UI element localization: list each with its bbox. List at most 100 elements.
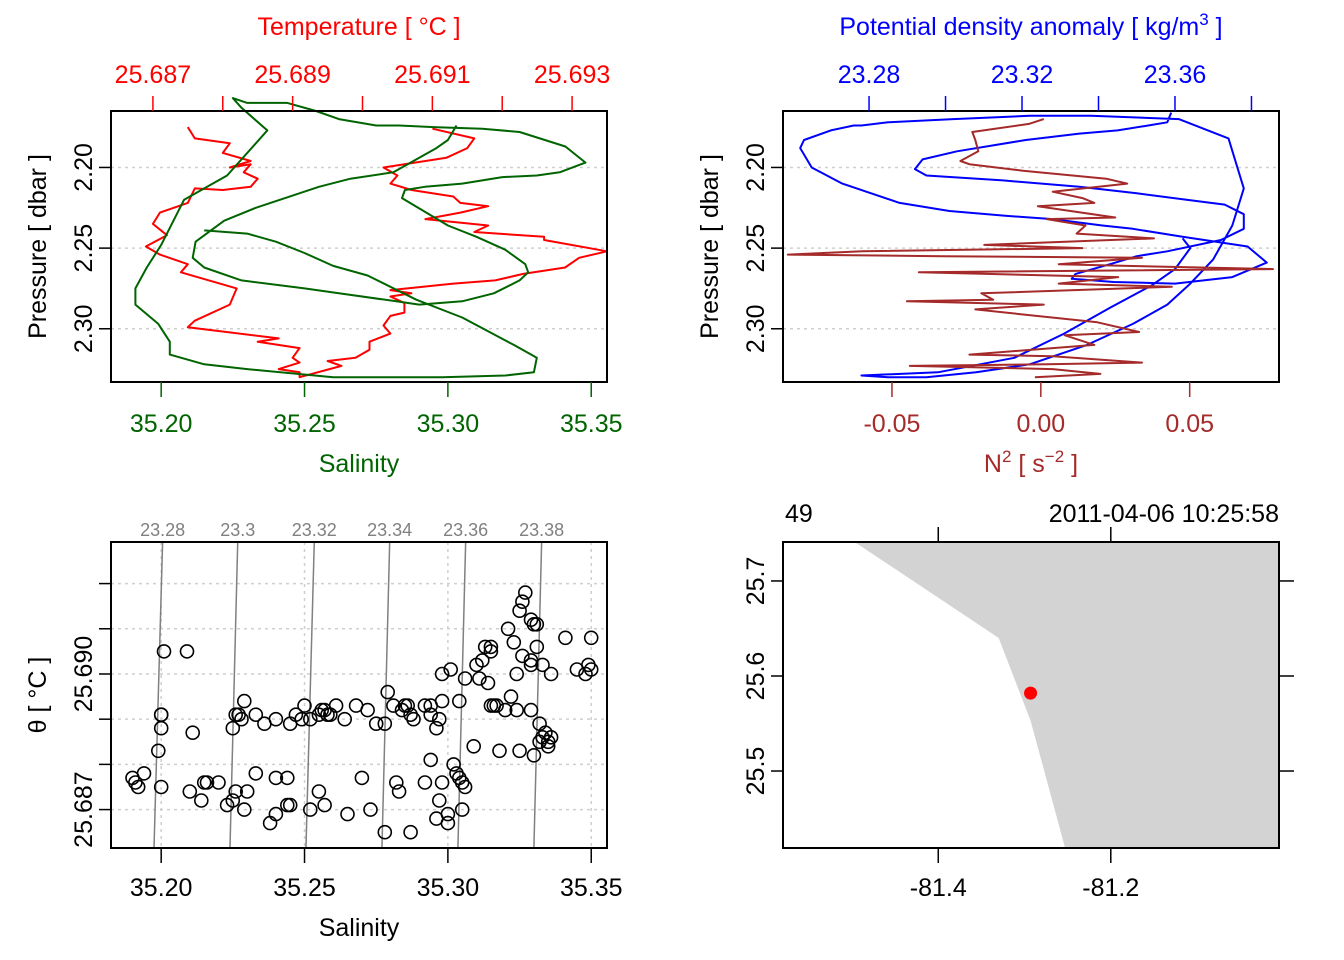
data-point [199, 775, 215, 790]
data-point [388, 775, 404, 790]
panel-density-n2-profile: 2.20 2.25 2.30 Pressure [ dbar ] 23.28 23.32 2… [696, 10, 1280, 478]
top-tick-label: 25.689 [254, 61, 330, 89]
data-point [403, 824, 418, 840]
data-point [483, 644, 499, 659]
data-point [583, 630, 599, 646]
isopycnal-line [229, 541, 239, 849]
station-time-label: 2011-04-06 10:25:58 [1049, 500, 1279, 528]
data-point [282, 797, 298, 813]
data-point [268, 770, 284, 786]
isopycnal-label: 23.34 [367, 520, 412, 540]
data-point [151, 743, 166, 759]
data-point [380, 684, 396, 700]
data-point [153, 720, 169, 736]
data-point [354, 770, 370, 786]
data-point [517, 585, 533, 600]
y-tick-label: 25.7 [742, 557, 770, 606]
data-point [532, 716, 547, 732]
bottom-tick-label: 35.30 [417, 410, 480, 438]
top-axis-label-text: Temperature [ °C ] [257, 13, 460, 41]
bottom-tick-label: 35.35 [560, 410, 623, 438]
y-tick-label: 2.30 [742, 304, 770, 353]
data-point [248, 766, 264, 781]
data-point [237, 802, 252, 817]
y-tick-label: 2.25 [70, 224, 98, 273]
station-number-label: 49 [785, 500, 813, 528]
data-point [194, 793, 209, 808]
data-point [509, 702, 525, 718]
isopycnal-label: 23.3 [220, 520, 255, 540]
top-tick-label: 25.687 [115, 61, 191, 89]
data-point [377, 716, 393, 732]
isopycnal-label: 23.32 [292, 520, 337, 540]
bottom-tick-label: 0.00 [1016, 410, 1065, 438]
data-point [130, 779, 146, 795]
data-point [153, 779, 169, 795]
isopycnal-label: 23.38 [519, 520, 564, 540]
top-tick-label: 23.36 [1144, 61, 1207, 89]
data-point [523, 657, 539, 673]
data-point [386, 698, 401, 713]
data-point [417, 775, 433, 790]
data-point [492, 743, 507, 759]
y-tick-label: 2.30 [70, 304, 98, 353]
top-axis-label-end: ] [1209, 13, 1223, 41]
bottom-axis-label: Salinity [319, 450, 400, 478]
x-tick-label: -81.2 [1082, 874, 1139, 902]
series-line-potential-density-anomaly [799, 112, 1268, 379]
data-point [279, 770, 295, 786]
bottom-axis-label-sup2: −2 [1045, 447, 1064, 466]
data-point [262, 815, 278, 831]
data-point [391, 784, 407, 799]
isopycnal-line [381, 541, 391, 849]
data-point [506, 634, 522, 650]
data-point [434, 693, 450, 709]
y-tick-label: 2.20 [70, 143, 98, 192]
data-point [515, 648, 530, 664]
data-point [526, 747, 542, 763]
data-point [431, 793, 447, 808]
data-point [440, 806, 456, 822]
y-tick-label: 25.690 [70, 636, 98, 712]
data-point [497, 702, 513, 718]
data-point [406, 711, 421, 727]
data-point [523, 653, 539, 668]
station-marker [1024, 686, 1038, 700]
top-tick-label: 23.28 [838, 61, 901, 89]
panel-station-map: -81.4 -81.2 25.5 25.6 25.7 49 2011-04-06 10:25… [742, 500, 1294, 902]
data-point [196, 775, 212, 790]
data-point [225, 793, 241, 808]
land-polygon [854, 542, 1279, 848]
top-tick-label: 25.693 [534, 61, 610, 89]
y-tick-label: 2.25 [742, 224, 770, 273]
data-point [540, 738, 556, 754]
data-point [509, 666, 525, 682]
y-tick-label: 2.20 [742, 143, 770, 192]
x-tick-label: 35.35 [560, 874, 623, 902]
data-point [225, 720, 241, 736]
data-point [466, 738, 482, 754]
data-point [179, 644, 195, 659]
data-point [268, 806, 284, 822]
bottom-axis-label-text: Salinity [319, 450, 400, 478]
data-point [377, 824, 393, 840]
data-point [440, 815, 456, 831]
data-point [211, 775, 226, 790]
data-point [297, 698, 312, 713]
plot-frame [110, 541, 608, 849]
data-point [302, 802, 318, 817]
data-point [434, 775, 450, 790]
data-point [558, 630, 573, 646]
data-point [239, 784, 255, 799]
panel-ts-diagram: 23.28 23.3 23.32 23.34 23.36 23.38 35.20 35.25 3… [24, 520, 623, 942]
data-point [500, 621, 516, 637]
top-axis-label: Temperature [ °C ] [257, 13, 460, 41]
data-point [311, 784, 327, 799]
data-point [431, 711, 447, 727]
data-point [503, 689, 519, 704]
data-point [529, 639, 545, 655]
data-point [443, 662, 459, 677]
bottom-axis-label-text: N [984, 450, 1002, 478]
isopycnal-line [305, 541, 316, 849]
